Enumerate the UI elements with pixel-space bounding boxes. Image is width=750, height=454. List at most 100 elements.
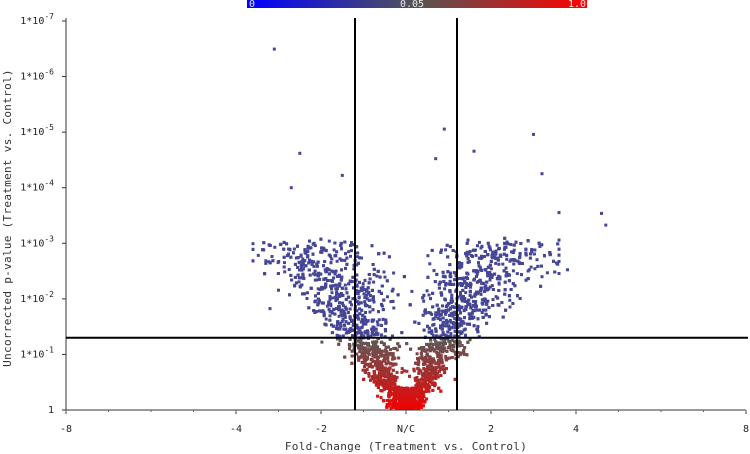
data-point <box>532 132 535 136</box>
data-point <box>488 285 492 289</box>
data-point <box>426 364 430 368</box>
data-point <box>339 278 343 282</box>
data-point <box>333 272 337 276</box>
data-point <box>449 312 453 316</box>
data-point <box>485 280 489 284</box>
data-point <box>447 324 451 328</box>
data-point <box>512 248 516 252</box>
data-point <box>360 308 364 312</box>
data-point <box>418 404 422 408</box>
data-point <box>387 404 391 408</box>
data-point <box>402 369 406 373</box>
data-point <box>312 309 316 313</box>
data-point <box>338 334 342 338</box>
data-point <box>355 313 359 317</box>
data-point <box>343 315 347 319</box>
data-point <box>313 269 317 273</box>
data-point <box>440 348 444 352</box>
data-point <box>307 268 311 272</box>
data-point <box>349 244 353 247</box>
data-point <box>458 322 462 326</box>
data-point <box>283 270 287 274</box>
data-point <box>457 351 461 354</box>
data-point <box>370 327 374 331</box>
data-point <box>438 317 442 321</box>
data-point <box>417 396 421 400</box>
data-point <box>500 301 504 304</box>
data-point <box>447 308 450 312</box>
data-point <box>377 348 381 352</box>
x-tick-label: -2 <box>315 424 327 435</box>
data-point <box>337 308 341 312</box>
data-point <box>483 289 486 293</box>
data-point <box>373 374 377 377</box>
data-point <box>334 269 338 273</box>
data-point <box>430 375 434 379</box>
data-point <box>379 352 383 356</box>
data-point <box>445 349 449 353</box>
data-point <box>339 244 343 247</box>
data-point <box>350 349 354 353</box>
data-point <box>444 334 448 337</box>
data-point <box>453 278 457 282</box>
data-point <box>366 363 370 367</box>
data-point <box>376 374 380 378</box>
data-point <box>388 391 392 395</box>
data-point <box>374 331 378 335</box>
data-point <box>502 269 506 273</box>
data-point <box>512 258 516 261</box>
data-point <box>268 307 272 311</box>
data-point <box>488 278 492 282</box>
data-point <box>424 367 428 371</box>
data-point <box>457 307 461 311</box>
data-point <box>421 357 425 360</box>
data-point <box>386 355 390 359</box>
data-point <box>449 334 453 338</box>
data-point <box>348 307 352 311</box>
data-point <box>432 322 436 326</box>
data-point <box>349 249 353 253</box>
data-point <box>313 273 317 277</box>
data-point <box>356 343 360 347</box>
data-point <box>317 299 321 303</box>
data-point <box>529 265 533 269</box>
data-point <box>490 284 494 288</box>
data-point <box>423 362 427 366</box>
data-point <box>339 313 343 317</box>
data-point <box>491 304 495 307</box>
data-point <box>430 364 434 368</box>
data-point <box>352 323 355 326</box>
data-point <box>312 272 316 276</box>
data-point <box>314 299 317 303</box>
data-point <box>335 290 339 294</box>
data-point <box>540 243 544 247</box>
data-point <box>450 326 454 330</box>
data-point <box>273 245 277 249</box>
data-point <box>299 253 303 257</box>
data-point <box>476 330 480 334</box>
data-point <box>377 310 380 314</box>
data-point <box>414 361 418 365</box>
data-point <box>328 310 332 314</box>
data-point <box>330 323 333 327</box>
data-point <box>457 335 461 338</box>
data-point <box>480 311 484 314</box>
data-point <box>366 319 370 323</box>
data-point <box>390 289 394 293</box>
data-point <box>442 364 446 368</box>
colorbar-label-mid: 0.05 <box>400 0 424 10</box>
data-point <box>478 308 482 312</box>
data-point <box>503 292 507 296</box>
data-point <box>422 367 426 370</box>
data-point <box>437 351 441 355</box>
data-point <box>329 261 333 265</box>
data-point <box>327 302 331 306</box>
data-point <box>440 361 444 364</box>
data-point <box>380 304 384 308</box>
data-point <box>391 386 395 390</box>
data-point <box>326 279 330 282</box>
data-point <box>350 241 353 245</box>
data-point <box>472 315 476 319</box>
data-point <box>461 320 465 324</box>
data-point <box>367 374 371 378</box>
